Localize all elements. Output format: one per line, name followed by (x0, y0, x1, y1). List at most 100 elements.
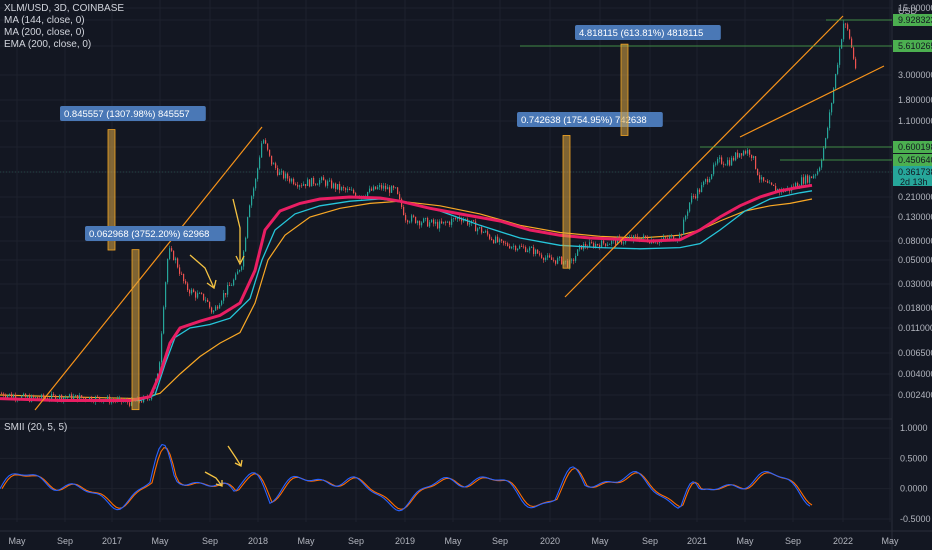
candle (199, 291, 201, 294)
candle (161, 331, 163, 365)
price-tag-label: 0.450640 (898, 155, 932, 165)
candle (831, 102, 833, 116)
candle (557, 256, 559, 265)
candle (253, 186, 255, 200)
candle (301, 183, 303, 188)
candle (493, 239, 495, 244)
candle (539, 250, 541, 257)
x-tick-label: 2018 (248, 536, 268, 546)
candle (299, 184, 301, 190)
candle (235, 272, 237, 281)
candle (561, 256, 563, 265)
smii-arrow-head[interactable] (215, 480, 223, 487)
candle (403, 204, 405, 216)
candle (297, 181, 299, 189)
legend-smii[interactable]: SMII (20, 5, 5) (4, 422, 68, 433)
candle (575, 253, 577, 263)
candle (195, 290, 197, 301)
candle (701, 182, 703, 193)
candle (683, 217, 685, 235)
candle (853, 46, 855, 60)
candle (725, 163, 727, 166)
candle (597, 243, 599, 247)
measure-tool[interactable]: 0.062968 (3752.20%) 62968 (85, 226, 226, 411)
candle (373, 184, 375, 192)
candle (519, 244, 521, 250)
candle (443, 221, 445, 225)
candle (671, 233, 673, 239)
measure-tool[interactable]: 0.845557 (1307.98%) 845557 (60, 106, 206, 251)
candle (185, 279, 187, 285)
candle (827, 126, 829, 140)
legend-ma200[interactable]: MA (200, close, 0) (4, 27, 85, 38)
candle (759, 172, 761, 183)
trend-line[interactable] (564, 15, 844, 298)
candle (191, 287, 193, 296)
candle (425, 217, 427, 222)
legend-ema200[interactable]: EMA (200, close, 0) (4, 39, 92, 50)
candle (451, 216, 453, 228)
candle (311, 177, 313, 187)
candle (473, 219, 475, 222)
candle (241, 265, 243, 272)
candle (577, 249, 579, 256)
arrow-annotation[interactable] (232, 198, 241, 262)
candle (445, 220, 447, 226)
candle (511, 246, 513, 250)
candle (529, 246, 531, 254)
measure-label: 4.818115 (613.81%) 4818115 (579, 28, 703, 39)
candle (713, 162, 715, 177)
legend-ma144[interactable]: MA (144, close, 0) (4, 15, 85, 26)
trend-line[interactable] (739, 65, 885, 138)
trend-line[interactable] (34, 126, 263, 411)
price-tag: 0.450640 (893, 154, 932, 166)
smii-arrow-head[interactable] (234, 459, 243, 467)
candle (255, 177, 257, 191)
candle (487, 228, 489, 237)
smii-arrow[interactable] (227, 445, 242, 467)
candle (513, 243, 515, 250)
candle (283, 170, 285, 180)
candle (167, 258, 169, 285)
candle (525, 245, 527, 253)
candle (735, 151, 737, 162)
candle (83, 397, 85, 399)
candle (475, 218, 477, 232)
y-tick-label: 0.006500 (898, 348, 932, 358)
candle (289, 176, 291, 184)
candle (423, 217, 425, 223)
candle (229, 282, 231, 286)
candle (549, 253, 551, 258)
price-tag: 5.610265 (893, 40, 932, 52)
candle (129, 401, 131, 408)
candle (705, 178, 707, 185)
measure-bar[interactable] (131, 249, 140, 411)
candle (449, 220, 451, 228)
measure-bar[interactable] (562, 135, 571, 269)
candle (189, 288, 191, 297)
candle (381, 183, 383, 191)
measure-tool[interactable]: 4.818115 (613.81%) 4818115 (575, 25, 721, 136)
candle (491, 236, 493, 241)
measure-bar[interactable] (107, 129, 116, 251)
candle (801, 174, 803, 186)
candle (775, 183, 777, 192)
arrow-annotation-head[interactable] (235, 255, 245, 266)
arrow-annotation[interactable] (189, 254, 215, 289)
candle (603, 240, 605, 246)
x-tick-label: Sep (785, 536, 801, 546)
legend-symbol[interactable]: XLM/USD, 3D, COINBASE (4, 3, 125, 14)
measure-bar[interactable] (620, 43, 629, 136)
candle (285, 171, 287, 182)
candle (177, 257, 179, 269)
y-tick-label: 1.800000 (898, 95, 932, 105)
arrow-annotation-head[interactable] (206, 279, 217, 290)
candle (483, 231, 485, 234)
candle (607, 242, 609, 247)
candle (205, 296, 207, 303)
candle (709, 176, 711, 183)
smii-arrow[interactable] (204, 471, 223, 487)
candle (797, 181, 799, 187)
candle (417, 220, 419, 226)
candle (69, 393, 71, 398)
